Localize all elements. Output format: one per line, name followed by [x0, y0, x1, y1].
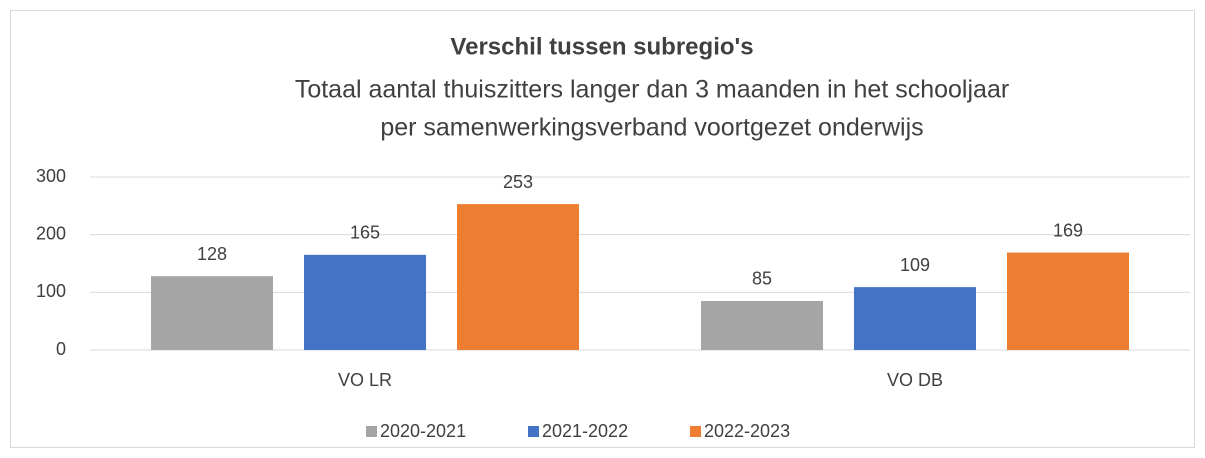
bar [304, 254, 426, 350]
data-label: 128 [197, 244, 227, 264]
y-tick-label: 0 [56, 339, 66, 359]
chart-subtitle: Totaal aantal thuiszitters langer dan 3 … [295, 76, 1009, 104]
data-label: 165 [350, 223, 380, 243]
legend-label: 2022-2023 [704, 421, 790, 441]
data-label: 169 [1053, 220, 1083, 240]
bar [151, 276, 273, 350]
bar [457, 204, 579, 350]
x-tick-label: VO LR [338, 370, 392, 390]
x-tick-label: VO DB [887, 370, 943, 390]
y-tick-label: 100 [36, 281, 66, 301]
y-tick-label: 300 [36, 166, 66, 186]
bar [1007, 252, 1129, 350]
chart-title: Verschil tussen subregio's [450, 33, 753, 60]
y-tick-label: 200 [36, 223, 66, 243]
bar [854, 287, 976, 350]
chart-subtitle: per samenwerkingsverband voortgezet onde… [380, 114, 923, 142]
legend-label: 2021-2022 [542, 421, 628, 441]
legend-swatch [366, 426, 377, 437]
data-label: 253 [503, 172, 533, 192]
chart-border [10, 10, 1195, 448]
bar [701, 300, 823, 350]
data-label: 109 [900, 255, 930, 275]
legend-swatch [690, 426, 701, 437]
legend-swatch [528, 426, 539, 437]
legend-label: 2020-2021 [380, 421, 466, 441]
data-label: 85 [752, 269, 772, 289]
